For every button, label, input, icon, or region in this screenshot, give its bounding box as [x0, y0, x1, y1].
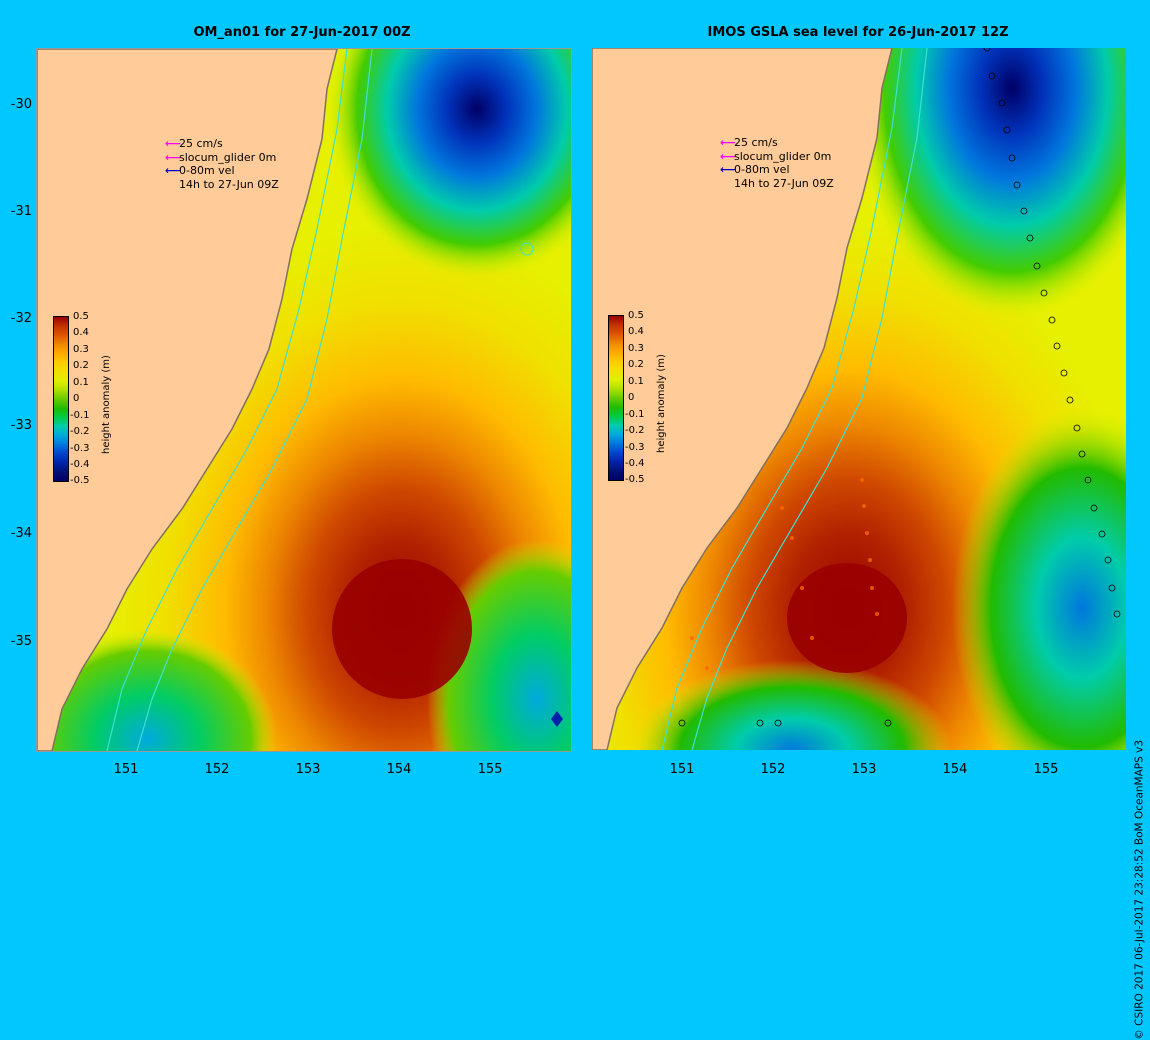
glider-arrow-icon: ⟵: [165, 150, 181, 164]
colorbar-tick: 0.1: [628, 376, 644, 387]
lat-tick: -32: [10, 311, 32, 326]
lat-tick: -30: [10, 97, 32, 112]
lat-tick: -34: [10, 526, 32, 541]
colorbar-tick: 0.4: [628, 326, 644, 337]
lon-tick: 155: [477, 762, 503, 777]
lon-tick: 153: [851, 762, 877, 777]
colorbar-tick: -0.1: [70, 410, 90, 421]
isobath-line: [106, 49, 348, 751]
colorbar-tick: -0.2: [70, 426, 90, 437]
colorbar-tick: -0.3: [70, 443, 90, 454]
sea-level-field: [592, 48, 1126, 750]
land-mass: [37, 49, 338, 751]
colorbar-tick: 0.3: [628, 343, 644, 354]
colorbar-tick: -0.1: [625, 409, 645, 420]
panel-right: IMOS GSLA sea level for 26-Jun-2017 12Z: [575, 0, 1150, 780]
colorbar-tick: -0.3: [625, 442, 645, 453]
colorbar-tick: 0.1: [73, 377, 89, 388]
colorbar-tick: 0.4: [73, 327, 89, 338]
lat-tick: -31: [10, 204, 32, 219]
map-plot: ⟵25 cm/s ⟵slocum_glider 0m ⟵0-80m vel 14…: [36, 48, 572, 752]
credit-text: © CSIRO 2017 06-Jul-2017 23:28:52 BoM Oc…: [1134, 740, 1146, 1040]
lon-tick: 155: [1033, 762, 1059, 777]
colorbar-tick: -0.5: [625, 474, 645, 485]
isobath-line: [661, 48, 903, 750]
colorbar-title: height anomaly (m): [101, 355, 112, 454]
lat-tick: -35: [10, 634, 32, 649]
colorbar-tick: 0.5: [628, 310, 644, 321]
isobath-line: [136, 49, 373, 751]
land-mass: [592, 48, 893, 750]
colorbar-tick: 0.5: [73, 311, 89, 322]
colorbar-tick: -0.4: [70, 459, 90, 470]
colorbar-title: height anomaly (m): [656, 354, 667, 453]
lon-tick: 152: [204, 762, 230, 777]
map-plot: ⟵25 cm/s ⟵slocum_glider 0m ⟵0-80m vel 14…: [592, 48, 1126, 750]
glider-arrow-icon: ⟵: [720, 136, 736, 149]
lat-tick: -33: [10, 418, 32, 433]
panel-title: IMOS GSLA sea level for 26-Jun-2017 12Z: [707, 25, 1009, 40]
glider-arrow-icon: ⟵: [720, 149, 736, 163]
lon-tick: 153: [295, 762, 321, 777]
colorbar-tick: 0.2: [628, 359, 644, 370]
panel-title: OM_an01 for 27-Jun-2017 00Z: [193, 25, 411, 40]
colorbar-tick: 0.2: [73, 360, 89, 371]
colorbar-tick: -0.2: [625, 425, 645, 436]
observation-points: [678, 48, 1121, 727]
isobath-line: [691, 48, 928, 750]
lon-tick: 154: [386, 762, 412, 777]
velocity-arrow-icon: ⟵: [720, 163, 736, 176]
lon-tick: 151: [669, 762, 695, 777]
panel-left: OM_an01 for 27-Jun-2017 00Z: [0, 0, 575, 780]
lon-tick: 154: [942, 762, 968, 777]
sea-level-field: [37, 49, 571, 751]
lon-tick: 151: [113, 762, 139, 777]
map-legend: ⟵25 cm/s ⟵slocum_glider 0m ⟵0-80m vel 14…: [165, 137, 279, 191]
colorbar-tick: -0.5: [70, 475, 90, 486]
glider-arrow-icon: ⟵: [165, 137, 181, 150]
colorbar-tick: 0: [628, 392, 635, 403]
lon-tick: 152: [760, 762, 786, 777]
colorbar-tick: -0.4: [625, 458, 645, 469]
velocity-arrow-icon: ⟵: [165, 164, 181, 177]
map-legend: ⟵25 cm/s ⟵slocum_glider 0m ⟵0-80m vel 14…: [720, 136, 834, 190]
colorbar: [608, 315, 624, 481]
colorbar: [53, 316, 69, 482]
colorbar-tick: 0: [73, 393, 80, 404]
colorbar-tick: 0.3: [73, 344, 89, 355]
